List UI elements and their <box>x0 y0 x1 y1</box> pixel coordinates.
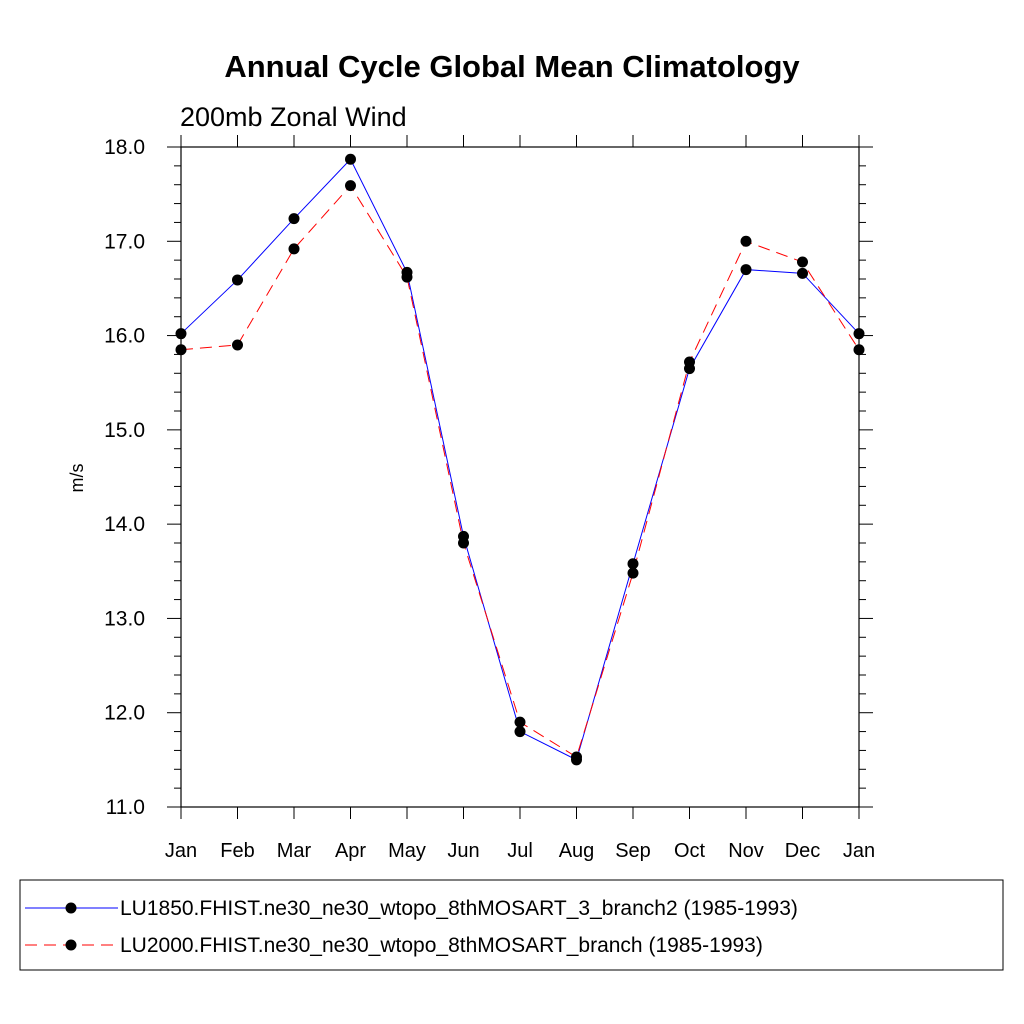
chart-title: Annual Cycle Global Mean Climatology <box>224 49 800 84</box>
x-tick-label: Jul <box>507 840 533 862</box>
series-1-point <box>514 726 526 738</box>
series-2-point <box>514 716 526 728</box>
legend-label-1: LU1850.FHIST.ne30_ne30_wtopo_8thMOSART_3… <box>120 897 798 920</box>
x-tick-labels: Jan Feb Mar Apr May Jun Jul Aug Sep Oct Nov Dec Jan <box>165 840 875 862</box>
x-tick-label: Jun <box>447 840 479 862</box>
x-tick-label: Aug <box>559 840 595 862</box>
x-tick-label: May <box>388 840 426 862</box>
x-tick-label: Apr <box>335 840 366 862</box>
legend: LU1850.FHIST.ne30_ne30_wtopo_8thMOSART_3… <box>25 897 798 957</box>
series-2-point <box>458 537 469 549</box>
series-2-point <box>571 751 582 763</box>
series-1-point <box>232 274 243 286</box>
y-tick-label: 17.0 <box>104 230 145 253</box>
y-tick-label: 11.0 <box>106 796 145 819</box>
series-line-1 <box>180 158 860 761</box>
y-tick-label: 12.0 <box>104 702 145 725</box>
series-1-point <box>345 153 356 165</box>
x-tick-label: Nov <box>728 840 764 862</box>
series-1-point <box>288 213 300 225</box>
series-2-point <box>797 256 808 268</box>
y-tick-labels: 11.0 12.0 13.0 14.0 15.0 16.0 17.0 18.0 <box>104 136 145 819</box>
series-2-point <box>684 356 695 368</box>
series-2-point <box>232 339 243 351</box>
y-axis-label: m/s <box>67 464 87 493</box>
chart-subtitle: 200mb Zonal Wind <box>180 102 407 132</box>
series-line-2 <box>180 184 860 758</box>
legend-box <box>19 879 1004 971</box>
axis-ticks <box>167 135 873 819</box>
x-tick-label: Oct <box>674 840 706 862</box>
series-2-point <box>345 180 356 192</box>
x-tick-label: Jan <box>165 840 197 862</box>
legend-label-2: LU2000.FHIST.ne30_ne30_wtopo_8thMOSART_b… <box>120 934 763 957</box>
y-tick-label: 16.0 <box>104 325 145 348</box>
x-tick-label: Dec <box>785 840 821 862</box>
series-1-point <box>797 267 808 279</box>
y-tick-label: 18.0 <box>104 136 145 159</box>
series-2-point <box>288 243 300 255</box>
series-2-point <box>740 235 752 247</box>
x-tick-label: Mar <box>277 840 312 862</box>
series-2-point <box>627 567 639 579</box>
x-tick-label: Jan <box>843 840 875 862</box>
x-tick-label: Sep <box>615 840 651 862</box>
series-2-point <box>401 271 413 283</box>
y-tick-label: 15.0 <box>104 419 145 442</box>
x-tick-label: Feb <box>220 840 254 862</box>
series-1-point <box>740 264 752 276</box>
series-1-point <box>627 558 639 570</box>
y-tick-label: 13.0 <box>104 607 145 630</box>
series-layer <box>175 153 865 766</box>
y-tick-label: 14.0 <box>104 513 145 536</box>
plot-frame <box>180 146 860 808</box>
legend-marker-2 <box>65 939 77 951</box>
legend-marker-1 <box>65 902 77 914</box>
